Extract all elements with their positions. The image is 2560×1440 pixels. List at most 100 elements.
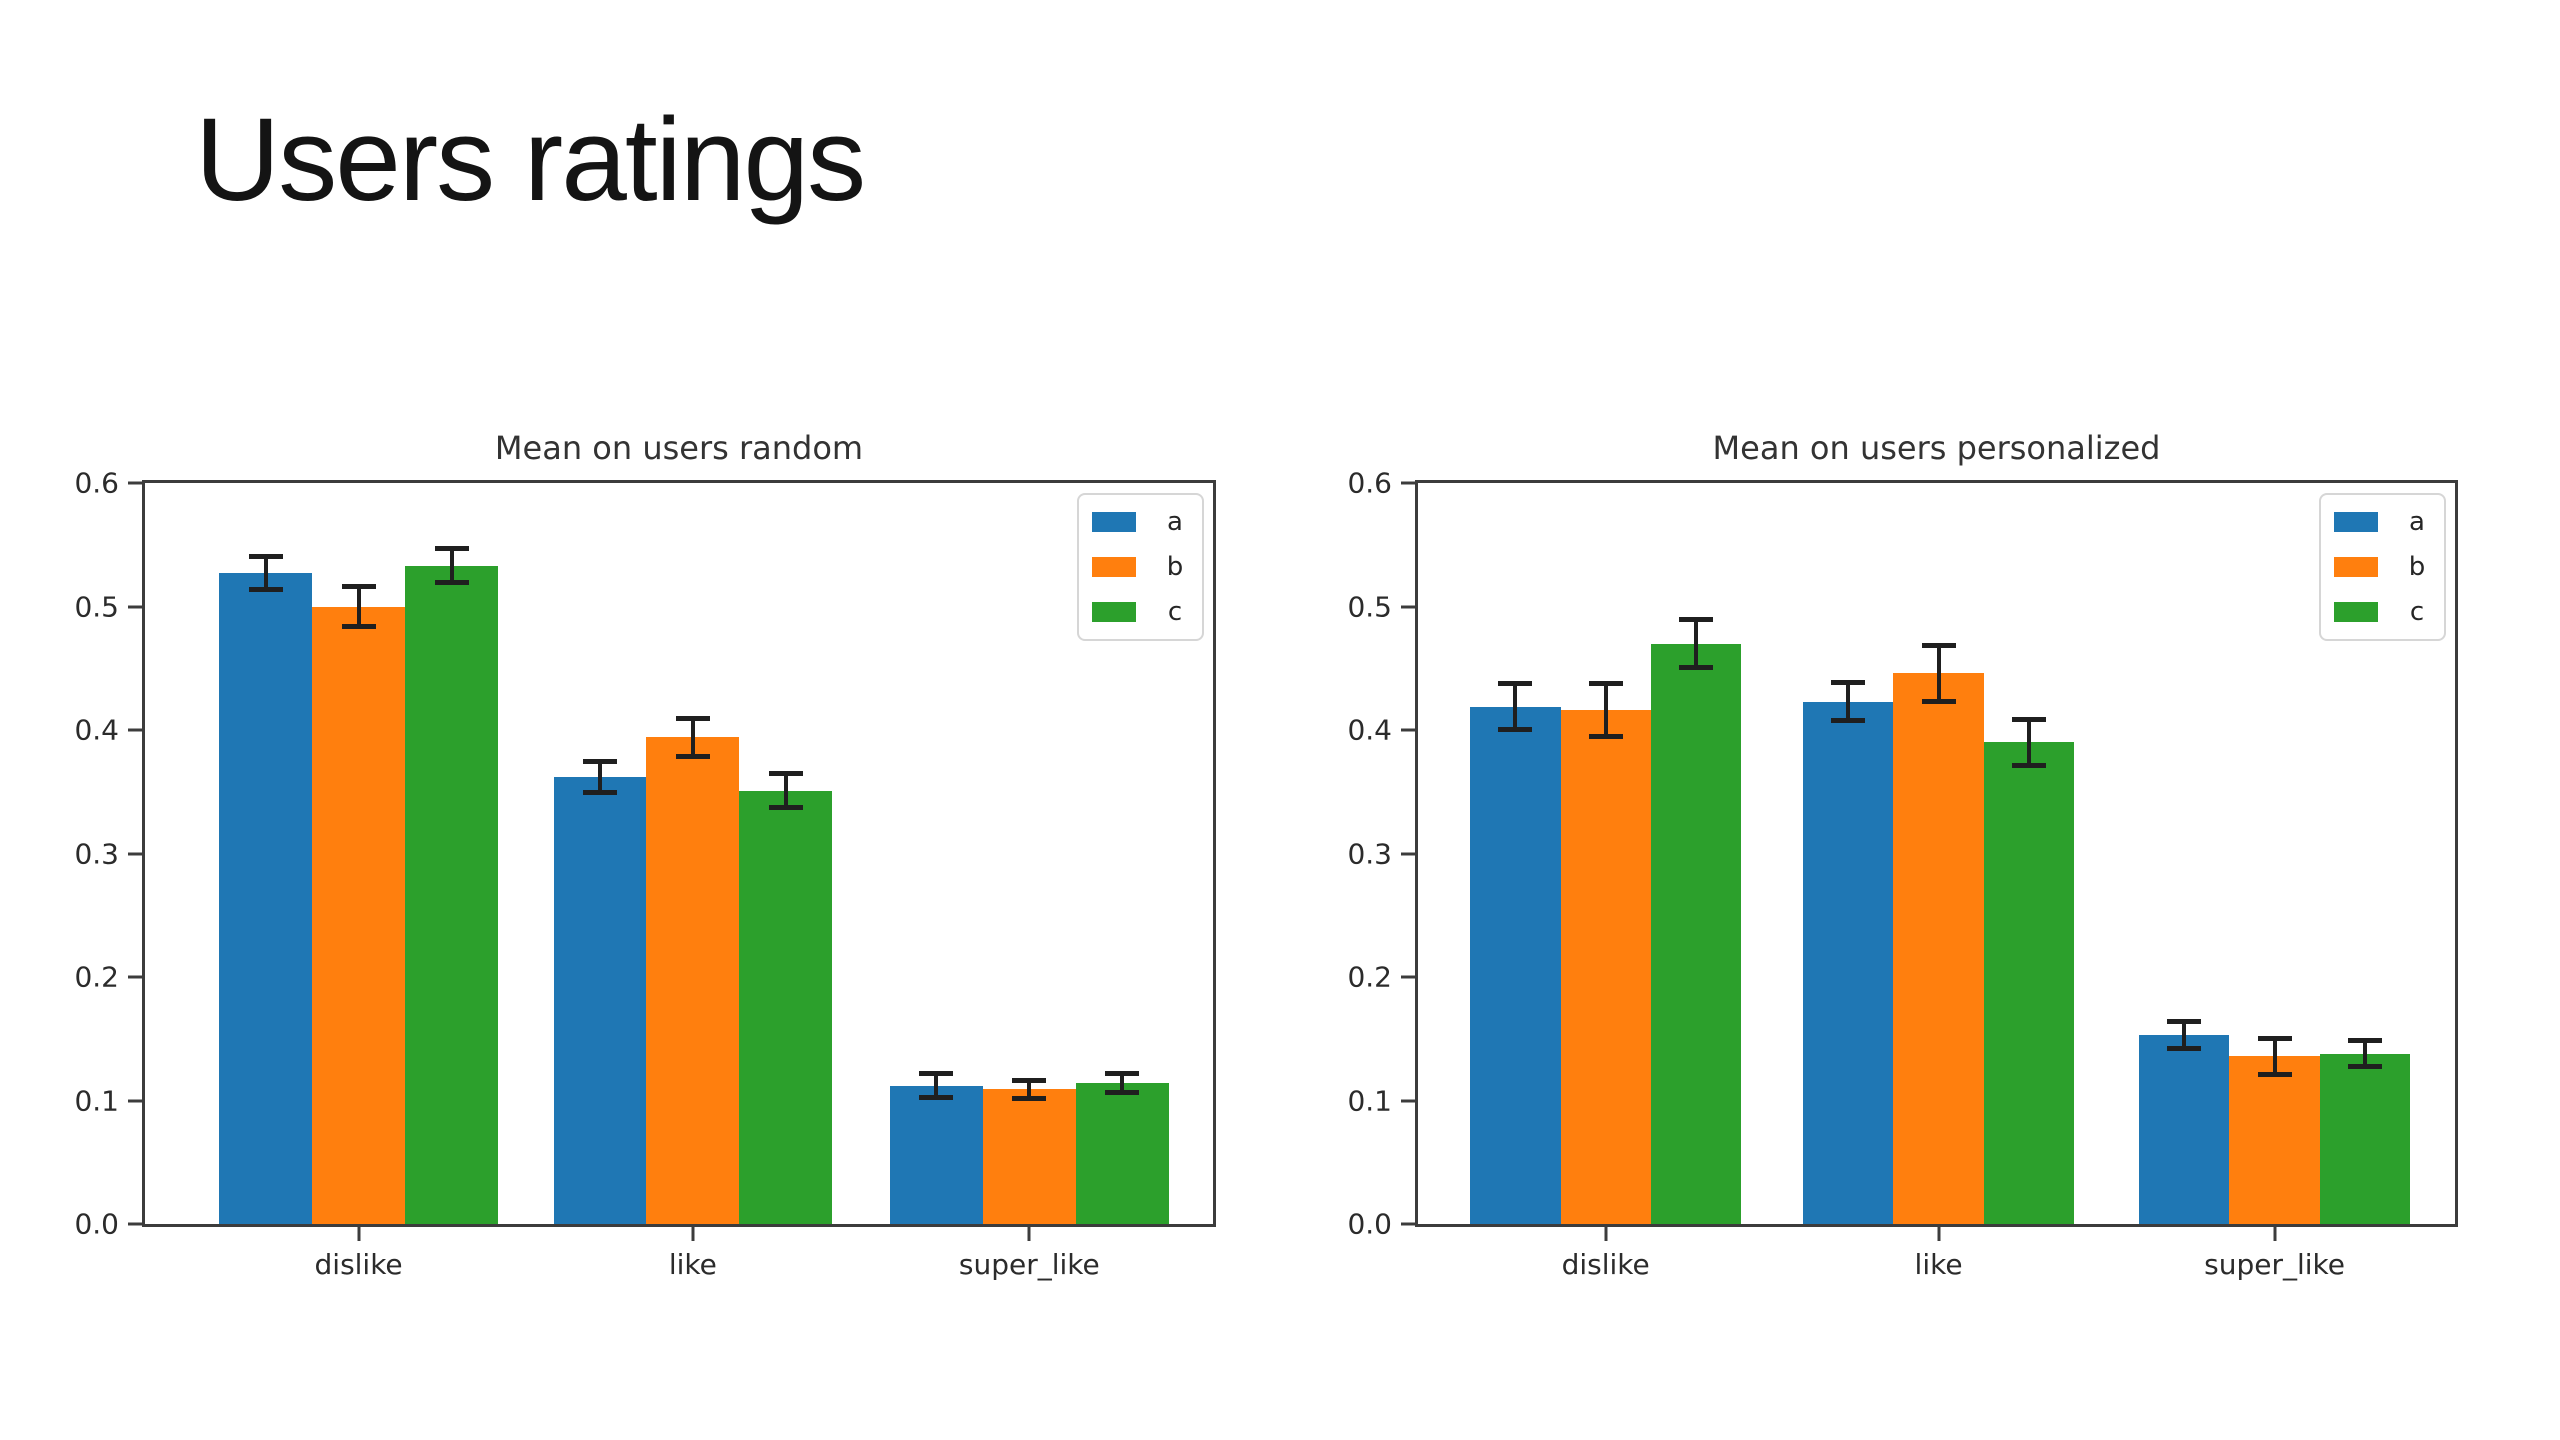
errorbar-cap-bottom	[2011, 762, 2046, 768]
bar-a-like	[553, 776, 647, 1224]
y-tick-mark	[1401, 481, 1415, 485]
errorbar-c-super_like	[2347, 1037, 2382, 1070]
bar-a-like	[1803, 701, 1894, 1224]
errorbar-cap-bottom	[2347, 1064, 2382, 1070]
errorbar-line	[1936, 644, 1941, 702]
errorbar-line	[263, 555, 268, 591]
y-tick-label: 0.5	[74, 590, 119, 623]
errorbar-cap-top	[675, 715, 710, 721]
legend-swatch-b	[2334, 557, 2378, 577]
errorbar-cap-bottom	[341, 624, 376, 630]
legend-label: b	[2408, 552, 2426, 582]
errorbar-cap-bottom	[919, 1095, 954, 1101]
errorbar-line	[449, 548, 454, 584]
y-tick-mark	[128, 1099, 142, 1102]
errorbar-c-like	[2011, 716, 2046, 768]
y-tick-label: 0.5	[1347, 590, 1392, 623]
legend-label: c	[2409, 597, 2425, 627]
bar-a-dislike	[219, 573, 313, 1224]
errorbar-b-super_like	[2257, 1035, 2292, 1077]
bar-a-super_like	[889, 1085, 983, 1224]
errorbar-cap-top	[1105, 1071, 1140, 1077]
plot-area-random: Mean on users random 0.0 0.1 0.2 0.3 0.4 0.5 0…	[74, 429, 1216, 1281]
y-tick-mark	[1401, 975, 1415, 979]
y-tick-label: 0.4	[1347, 713, 1392, 747]
errorbar-cap-bottom	[768, 804, 803, 810]
errorbar-b-like	[675, 715, 710, 760]
chart-title-random: Mean on users random	[494, 429, 864, 467]
errorbar-cap-bottom	[1012, 1096, 1047, 1102]
legend-item-a: a	[1092, 507, 1184, 537]
errorbar-line	[934, 1073, 939, 1099]
bar-c-super_like	[2319, 1053, 2410, 1224]
y-tick-label: 0.4	[74, 713, 119, 747]
legend-label: b	[1166, 552, 1184, 582]
errorbar-cap-bottom	[1588, 734, 1623, 740]
errorbar-cap-top	[1678, 616, 1713, 622]
y-tick-label: 0.0	[1347, 1207, 1392, 1241]
errorbar-a-dislike	[1498, 681, 1533, 732]
x-tick-label-super_like: super_like	[2204, 1248, 2345, 1281]
errorbar-cap-bottom	[2257, 1071, 2292, 1077]
errorbar-cap-top	[2257, 1035, 2292, 1041]
errorbar-line	[2362, 1039, 2367, 1068]
x-tick-label-like: like	[1914, 1248, 1963, 1281]
errorbar-line	[1846, 681, 1851, 722]
legend-swatch-a	[2334, 512, 2378, 532]
x-tick-mark	[1937, 1227, 1941, 1241]
legend-swatch-a	[1092, 512, 1136, 532]
y-tick-mark	[128, 481, 142, 485]
y-tick-label: 0.2	[1347, 960, 1392, 994]
errorbar-b-dislike	[1588, 681, 1623, 740]
errorbar-cap-top	[1831, 679, 1866, 685]
errorbar-cap-top	[341, 583, 376, 589]
errorbar-cap-bottom	[1678, 665, 1713, 671]
y-tick-label: 0.6	[74, 466, 119, 500]
x-tick-mark	[1027, 1227, 1031, 1241]
y-tick-mark	[128, 605, 142, 608]
errorbar-cap-top	[768, 771, 803, 777]
y-tick-label: 0.1	[74, 1084, 119, 1117]
errorbar-cap-bottom	[2167, 1045, 2202, 1051]
errorbar-a-like	[1831, 679, 1866, 724]
bar-b-like	[646, 737, 740, 1224]
bar-c-super_like	[1075, 1083, 1169, 1224]
x-tick-mark	[2273, 1227, 2277, 1241]
legend-label: a	[2409, 507, 2425, 537]
errorbar-line	[783, 773, 788, 808]
errorbar-c-like	[768, 771, 803, 810]
errorbar-cap-bottom	[1498, 726, 1533, 732]
y-tick-label: 0.3	[74, 837, 119, 870]
slide-title: Users ratings	[195, 94, 866, 226]
legend-swatch-c	[1092, 602, 1136, 622]
x-tick-mark	[691, 1227, 695, 1241]
errorbar-b-super_like	[1012, 1077, 1047, 1102]
legend-item-c: c	[2334, 597, 2426, 627]
errorbar-cap-top	[919, 1071, 954, 1077]
legend-item-b: b	[1092, 552, 1184, 582]
bar-c-dislike	[405, 565, 498, 1224]
bar-a-super_like	[2139, 1035, 2230, 1224]
y-tick-mark	[128, 1222, 142, 1226]
errorbar-a-super_like	[2167, 1019, 2202, 1051]
errorbar-line	[690, 717, 695, 758]
errorbar-line	[1120, 1073, 1125, 1094]
x-tick-mark	[1604, 1227, 1608, 1241]
errorbar-cap-top	[1588, 681, 1623, 687]
errorbar-a-super_like	[919, 1071, 954, 1101]
errorbar-line	[1513, 683, 1518, 730]
errorbar-cap-bottom	[434, 580, 469, 586]
errorbar-cap-bottom	[248, 587, 283, 593]
errorbar-cap-bottom	[1831, 718, 1866, 724]
errorbar-line	[2272, 1037, 2277, 1075]
bar-c-dislike	[1650, 643, 1742, 1224]
legend-label: a	[1167, 507, 1183, 537]
errorbar-cap-top	[1921, 642, 1956, 648]
x-tick-label-like: like	[668, 1248, 717, 1281]
errorbar-cap-bottom	[1921, 698, 1956, 704]
errorbar-cap-top	[2347, 1037, 2382, 1043]
legend-item-a: a	[2334, 507, 2426, 537]
